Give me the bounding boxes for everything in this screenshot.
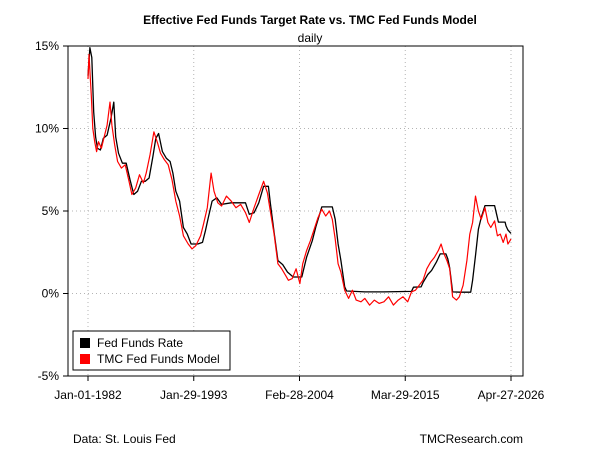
source-note: Data: St. Louis Fed bbox=[73, 432, 176, 446]
tmc-model-line bbox=[87, 53, 512, 306]
fed-funds-rate-line bbox=[87, 47, 512, 293]
x-tick-label: Apr-27-2026 bbox=[478, 388, 545, 402]
chart-title: Effective Fed Funds Target Rate vs. TMC … bbox=[143, 13, 477, 27]
legend-swatch bbox=[80, 354, 90, 364]
x-tick-label: Jan-29-1993 bbox=[160, 388, 228, 402]
credit-text: TMCResearch.com bbox=[420, 432, 523, 446]
plot-area: 15% 10% 5% 0% -5% Jan-01-1982 Jan-29-1993 Feb-2… bbox=[35, 39, 545, 402]
y-tick-label: 0% bbox=[42, 287, 60, 301]
x-tick-label: Feb-28-2004 bbox=[265, 388, 334, 402]
legend-label: Fed Funds Rate bbox=[97, 336, 183, 350]
x-tick-label: Jan-01-1982 bbox=[54, 388, 122, 402]
y-tick-label: -5% bbox=[38, 369, 60, 383]
legend-swatch bbox=[80, 338, 90, 348]
chart-subtitle: daily bbox=[298, 31, 323, 45]
y-tick-label: 5% bbox=[42, 204, 60, 218]
legend-box bbox=[72, 330, 231, 371]
legend-label: TMC Fed Funds Model bbox=[97, 352, 220, 366]
x-tick-label: Mar-29-2015 bbox=[371, 388, 440, 402]
y-tick-label: 10% bbox=[35, 122, 59, 136]
y-tick-label: 15% bbox=[35, 39, 59, 53]
